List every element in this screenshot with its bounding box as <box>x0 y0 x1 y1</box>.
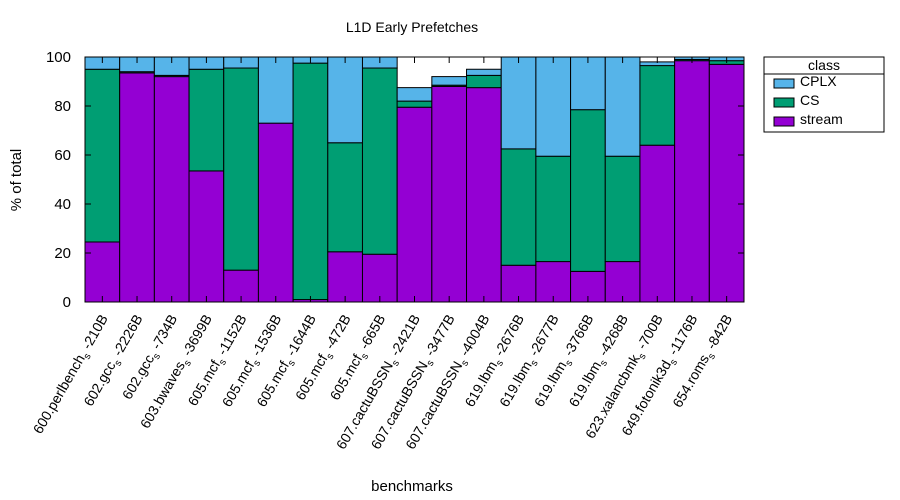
bar-stream-16 <box>639 144 676 303</box>
y-tick-label: 100 <box>46 49 71 66</box>
bar-cs-9 <box>396 100 433 108</box>
bar-cs-8 <box>361 67 398 255</box>
bar-stream-17 <box>674 60 710 303</box>
legend-swatch-cs <box>773 97 795 108</box>
legend-items: CPLX CS stream <box>773 73 843 127</box>
bar-stream-0 <box>84 241 121 303</box>
legend-label-cs: CS <box>800 92 819 108</box>
bar-cplx-7 <box>327 56 363 144</box>
y-tick-label: 20 <box>54 245 71 262</box>
bar-cs-6 <box>292 62 329 301</box>
bars-group <box>84 56 745 303</box>
bar-cplx-11 <box>466 68 502 76</box>
bar-cs-15 <box>604 155 641 263</box>
bar-stream-18 <box>708 63 745 303</box>
y-axis-label: % of total <box>8 149 25 212</box>
legend-swatch-cplx <box>773 78 795 89</box>
bar-stream-13 <box>535 261 572 303</box>
bar-cs-7 <box>327 142 363 253</box>
bar-stream-7 <box>327 251 363 303</box>
bar-stream-11 <box>466 87 502 303</box>
x-axis-label: benchmarks <box>371 478 453 495</box>
bar-cplx-10 <box>431 76 468 86</box>
legend-label-cplx: CPLX <box>800 73 837 89</box>
y-tick-label: 60 <box>54 147 71 164</box>
bar-cplx-14 <box>570 56 606 111</box>
bar-stream-15 <box>604 261 641 303</box>
y-tick-label: 40 <box>54 196 71 213</box>
chart-title: L1D Early Prefetches <box>346 19 478 35</box>
bar-cs-16 <box>639 65 676 146</box>
legend: class CPLX CS stream <box>763 56 885 133</box>
bar-cs-12 <box>500 148 537 266</box>
bar-stream-9 <box>396 106 433 303</box>
legend-swatch-stream <box>773 116 795 127</box>
bar-cplx-13 <box>535 56 572 157</box>
y-tick-label: 80 <box>54 98 71 115</box>
bar-stream-1 <box>119 72 155 303</box>
bar-stream-10 <box>431 85 468 303</box>
bar-stream-12 <box>500 264 537 303</box>
bar-cs-4 <box>223 67 259 271</box>
bar-cplx-9 <box>396 87 433 102</box>
bar-cplx-15 <box>604 56 641 157</box>
bar-stream-2 <box>153 76 190 303</box>
legend-title: class <box>808 57 840 73</box>
bar-cs-13 <box>535 155 572 263</box>
bar-cs-3 <box>188 68 225 172</box>
bar-cs-14 <box>570 109 606 272</box>
y-tick-label: 0 <box>63 294 71 311</box>
bar-stream-8 <box>361 253 398 303</box>
bar-stream-5 <box>257 122 294 303</box>
bar-stream-3 <box>188 170 225 303</box>
bar-cplx-5 <box>257 56 294 124</box>
y-ticks-group: 0 20 40 60 80 100 <box>46 49 744 311</box>
bar-cplx-12 <box>500 56 537 150</box>
bar-cs-11 <box>466 74 502 89</box>
legend-label-stream: stream <box>800 111 843 127</box>
bar-cs-0 <box>84 68 121 243</box>
